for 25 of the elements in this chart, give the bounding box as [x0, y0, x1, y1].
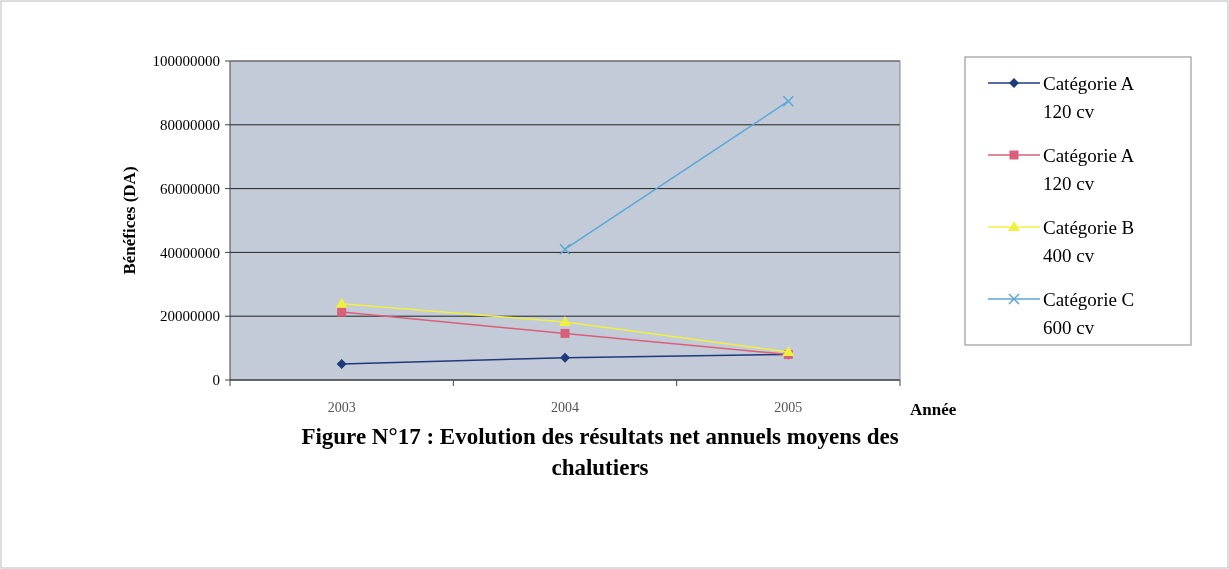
- legend-label: Catégorie C 600 cv: [1043, 288, 1135, 338]
- y-tick-label: 100000000: [152, 53, 220, 70]
- y-tick-label: 40000000: [160, 244, 220, 261]
- point: [782, 345, 795, 356]
- point: [335, 297, 348, 308]
- y-tick-label: 0: [212, 372, 220, 389]
- point: [560, 352, 570, 363]
- y-axis-title: Bénéfices (DA): [120, 166, 139, 275]
- point: [336, 359, 347, 370]
- legend-label: Catégorie A 120 cv: [1043, 72, 1135, 122]
- x-tick-label: 2004: [551, 400, 579, 415]
- point: [559, 315, 571, 326]
- x-axis-title: Année: [910, 400, 957, 419]
- point: [337, 307, 347, 317]
- x-tick-label: 2003: [327, 400, 356, 415]
- legend-label: Catégorie B 400 cv: [1043, 216, 1135, 266]
- x-tick-label: 2005: [774, 400, 803, 415]
- point: [782, 95, 795, 107]
- y-tick-label: 60000000: [160, 180, 220, 197]
- point: [559, 243, 571, 255]
- y-tick-label: 80000000: [160, 117, 220, 134]
- y-tick-label: 20000000: [160, 308, 220, 325]
- text: Figure N°17 : Evolution des résultats net annuels moyens des chalutiers: [301, 424, 899, 480]
- point: [560, 328, 570, 338]
- legend-label: Catégorie A 120 cv: [1043, 144, 1135, 194]
